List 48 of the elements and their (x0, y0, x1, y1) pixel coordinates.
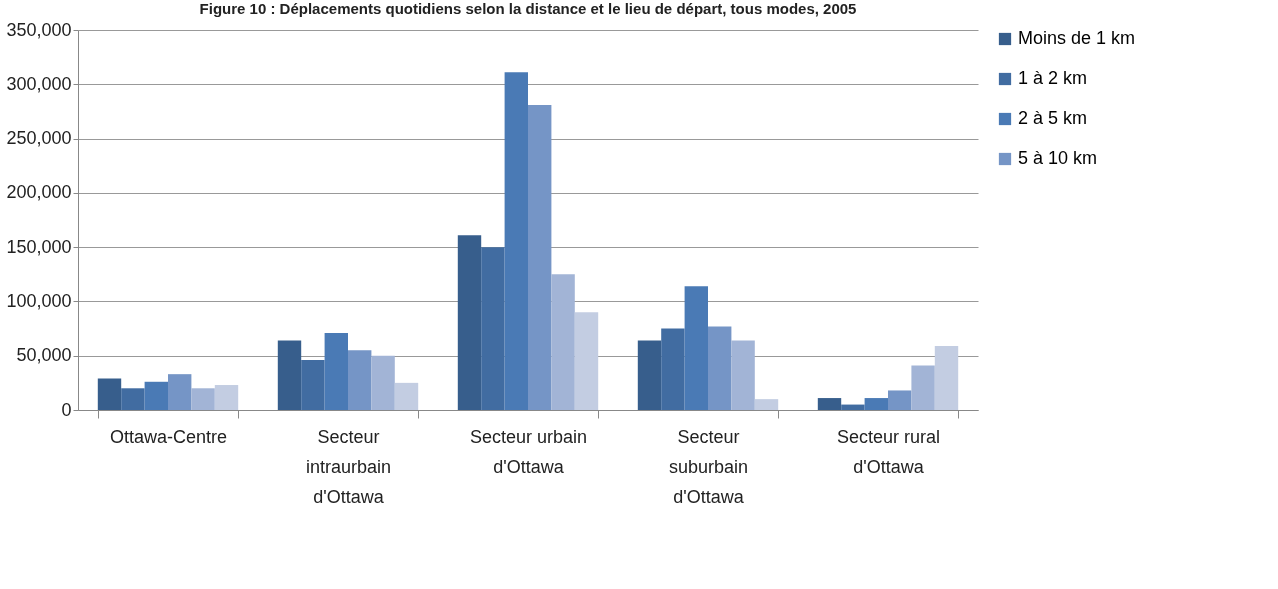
x-tick-label: Secteur rural d'Ottawa (836, 426, 941, 477)
bar (324, 332, 348, 410)
legend-label: 5 à 10 km (1018, 148, 1098, 168)
bar (144, 381, 168, 410)
bar (528, 104, 552, 410)
bar (708, 326, 732, 410)
bar (911, 365, 935, 410)
legend-label: 2 à 5 km (1018, 108, 1088, 128)
bar (817, 398, 842, 410)
bar (371, 355, 395, 410)
y-tick-label: 300,000 (6, 73, 72, 94)
y-tick-label: 0 (61, 399, 72, 420)
y-tick-label: 100,000 (6, 290, 72, 311)
chart-title: Figure 10 : Déplacements quotidiens selon la distance et le lieu de départ, tous modes, 2005 (199, 0, 857, 17)
legend-label: 1 à 2 km (1018, 68, 1088, 88)
bar (481, 247, 505, 410)
x-tick-label: Secteur suburbain d'Ottawa (668, 426, 749, 507)
bar (457, 235, 482, 410)
y-tick-label: 150,000 (6, 236, 72, 257)
bar (841, 404, 865, 410)
bar (551, 274, 575, 410)
bar (637, 340, 662, 410)
y-tick-label: 50,000 (16, 345, 72, 366)
bar (684, 286, 708, 410)
bar (394, 382, 419, 410)
y-tick-label: 350,000 (6, 19, 72, 40)
y-tick-label: 250,000 (6, 128, 72, 149)
bar (191, 388, 215, 410)
bar (864, 398, 888, 410)
bar (277, 340, 302, 410)
bar (661, 328, 685, 410)
x-tick-label: Secteur urbain d'Ottawa (469, 426, 588, 477)
bar (934, 345, 959, 410)
bar (888, 390, 912, 410)
bar (731, 340, 755, 410)
x-tick-label: Secteur intraurbain d'Ottawa (305, 426, 392, 507)
legend-label: Moins de 1 km (1018, 28, 1136, 48)
bar (754, 399, 779, 410)
bar (348, 350, 372, 410)
bar (121, 388, 145, 410)
bar (504, 72, 528, 410)
y-tick-label: 200,000 (6, 182, 72, 203)
x-tick-label: Ottawa-Centre (109, 426, 228, 447)
bar (214, 385, 239, 410)
bar (301, 360, 325, 410)
bar (574, 312, 599, 410)
bar (168, 374, 192, 410)
bar (97, 378, 122, 410)
